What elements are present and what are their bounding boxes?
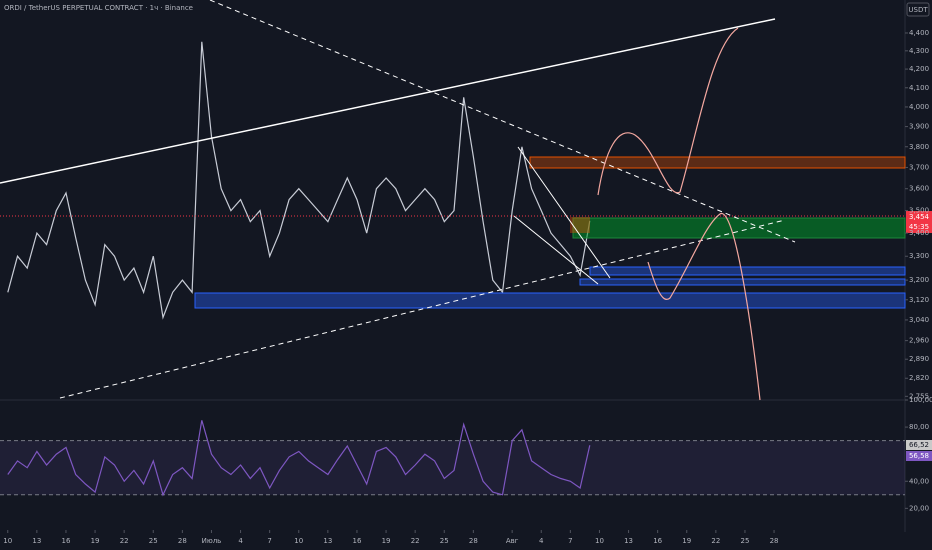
y-tick-label: 3,200 xyxy=(909,276,929,284)
rsi-ma-badge xyxy=(906,451,932,461)
demand-zone xyxy=(589,266,906,276)
price-badge xyxy=(906,211,932,233)
countdown: 45:35 xyxy=(909,223,929,231)
y-tick-label: 3,600 xyxy=(909,185,929,193)
trend-line xyxy=(59,219,786,399)
y-tick-label: 3,900 xyxy=(909,123,929,131)
trend-line xyxy=(0,18,776,184)
x-tick-label: 7 xyxy=(267,537,271,545)
x-tick-label: 22 xyxy=(711,537,720,545)
trend-line xyxy=(209,0,796,243)
y-tick-label: 3,800 xyxy=(909,143,929,151)
y-tick-label: 3,500 xyxy=(909,207,929,215)
y-tick-label: 2,960 xyxy=(909,337,929,345)
x-tick-label: 25 xyxy=(740,537,749,545)
x-tick-label: 16 xyxy=(61,537,70,545)
rsi-badge-label: 66,52 xyxy=(909,441,929,449)
resistance-zone xyxy=(529,156,906,169)
y-tick-label: 3,400 xyxy=(909,229,929,237)
y-tick-label: 3,040 xyxy=(909,316,929,324)
series-line xyxy=(7,420,591,497)
x-tick-label: 13 xyxy=(32,537,41,545)
y-tick-label: 2,755 xyxy=(909,392,929,400)
forecast-path xyxy=(597,27,739,196)
x-tick-label: Авг xyxy=(506,537,519,545)
x-tick-label: 22 xyxy=(411,537,420,545)
wedge-line xyxy=(517,146,611,279)
wedge-line xyxy=(513,215,599,285)
x-tick-label: 25 xyxy=(149,537,158,545)
forecast-path xyxy=(647,213,761,401)
x-tick-label: 7 xyxy=(568,537,572,545)
x-tick-label: 10 xyxy=(595,537,604,545)
x-tick-label: 13 xyxy=(624,537,633,545)
x-tick-label: 28 xyxy=(469,537,478,545)
demand-zone xyxy=(194,292,906,309)
x-tick-label: 19 xyxy=(382,537,391,545)
x-tick-label: 4 xyxy=(539,537,544,545)
rsi-ma-badge-label: 56,58 xyxy=(909,452,929,460)
y-tick-label: 4,200 xyxy=(909,65,929,73)
currency[interactable]: USDT xyxy=(908,6,928,14)
support-zone xyxy=(572,217,906,239)
rsi-band-fill xyxy=(0,440,905,495)
symbol-title: ORDI / TetherUS PERPETUAL CONTRACT · 1ч … xyxy=(4,4,193,12)
x-tick-label: Июль xyxy=(202,537,222,545)
y-tick-label: 80,00 xyxy=(909,423,929,431)
x-tick-label: 10 xyxy=(3,537,12,545)
currency-box[interactable] xyxy=(906,2,930,17)
y-tick-label: 2,820 xyxy=(909,374,929,382)
x-tick-label: 4 xyxy=(238,537,243,545)
y-tick-label: 4,400 xyxy=(909,29,929,37)
series-line xyxy=(7,41,591,320)
drawings xyxy=(0,0,906,401)
rsi-badge xyxy=(906,440,932,450)
y-tick-label: 40,00 xyxy=(909,477,929,485)
x-tick-label: 28 xyxy=(770,537,779,545)
y-tick-label: 3,300 xyxy=(909,252,929,260)
x-tick-label: 16 xyxy=(352,537,361,545)
y-tick-label: 20,00 xyxy=(909,504,929,512)
y-tick-label: 4,100 xyxy=(909,84,929,92)
x-tick-label: 19 xyxy=(91,537,100,545)
y-tick-label: 4,000 xyxy=(909,103,929,111)
x-tick-label: 16 xyxy=(653,537,662,545)
x-tick-label: 19 xyxy=(682,537,691,545)
x-tick-label: 10 xyxy=(294,537,303,545)
x-tick-label: 28 xyxy=(178,537,187,545)
y-tick-label: 3,120 xyxy=(909,296,929,304)
x-tick-label: 13 xyxy=(323,537,332,545)
price-badge-label: 3,454 xyxy=(909,213,930,221)
y-tick-label: 4,300 xyxy=(909,47,929,55)
y-tick-label: 3,700 xyxy=(909,163,929,171)
y-tick-label: 100,00 xyxy=(909,396,932,404)
x-tick-label: 22 xyxy=(120,537,129,545)
x-tick-label: 25 xyxy=(440,537,449,545)
y-tick-label: 2,890 xyxy=(909,355,929,363)
